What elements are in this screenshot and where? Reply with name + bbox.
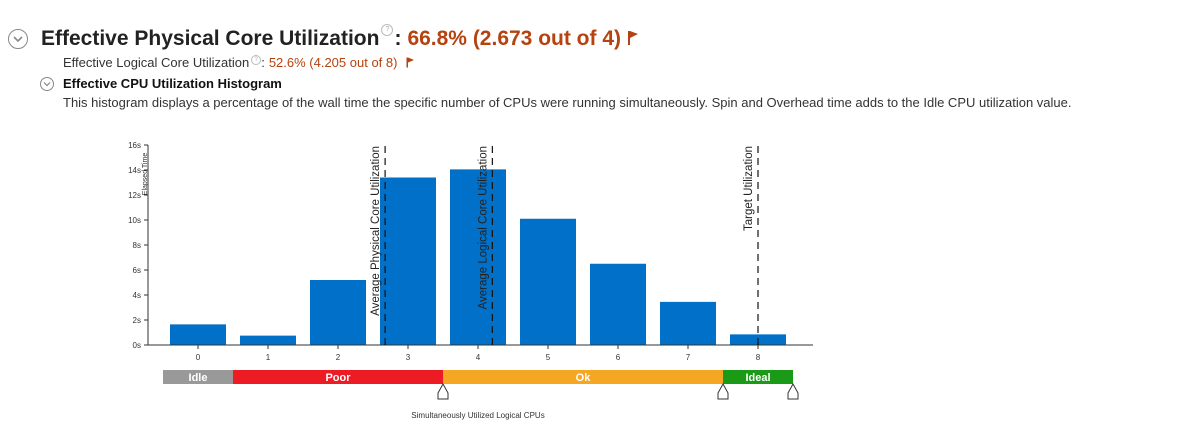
chevron-down-icon [43, 81, 51, 86]
histogram-title: Effective CPU Utilization Histogram [63, 76, 282, 91]
y-tick-label: 10s [128, 216, 141, 225]
x-tick-label: 6 [616, 353, 621, 362]
bar-6 [590, 263, 646, 345]
y-tick-label: 4s [133, 291, 141, 300]
x-tick-label: 5 [546, 353, 551, 362]
histogram-header: Effective CPU Utilization Histogram [40, 76, 282, 91]
x-tick-label: 4 [476, 353, 481, 362]
help-icon[interactable]: ? [251, 55, 262, 65]
y-tick-label: 12s [128, 191, 141, 200]
section-header: Effective Physical Core Utilization ? : … [8, 24, 639, 54]
zone-poor [233, 370, 443, 384]
logical-utilization-row: Effective Logical Core Utilization?:52.6… [63, 55, 415, 71]
y-axis-label: Elapsed Time [142, 153, 149, 196]
y-tick-label: 8s [133, 241, 141, 250]
x-tick-label: 1 [266, 353, 271, 362]
zone-label-ok: Ok [576, 372, 592, 384]
x-tick-label: 0 [196, 353, 201, 362]
zone-ok [443, 370, 723, 384]
marker-label-2: Target Utilization [743, 146, 755, 231]
y-tick-label: 14s [128, 166, 141, 175]
y-tick-label: 2s [133, 316, 141, 325]
threshold-handle-1 [717, 382, 729, 400]
bar-3 [380, 177, 436, 345]
marker-label-1: Average Logical Core Utilization [477, 146, 489, 309]
flag-icon [406, 56, 415, 71]
zone-idle [163, 370, 233, 384]
page-title: Effective Physical Core Utilization [41, 27, 380, 50]
logical-utilization-label: Effective Logical Core Utilization [63, 55, 250, 70]
marker-label-0: Average Physical Core Utilization [370, 146, 382, 316]
x-tick-label: 3 [406, 353, 411, 362]
bar-7 [660, 301, 716, 345]
logical-colon: : [261, 55, 265, 70]
y-tick-label: 6s [133, 266, 141, 275]
zone-ideal [723, 370, 793, 384]
physical-utilization-value: 66.8% (2.673 out of 4) [407, 27, 622, 50]
bar-1 [240, 335, 296, 345]
help-icon[interactable]: ? [381, 24, 394, 36]
bar-5 [520, 218, 576, 345]
histogram-description: This histogram displays a percentage of … [63, 95, 1072, 110]
y-tick-label: 16s [128, 141, 141, 150]
collapse-toggle[interactable] [8, 29, 28, 49]
threshold-handle-0 [437, 382, 449, 400]
x-tick-label: 8 [756, 353, 761, 362]
logical-utilization-value: 52.6% (4.205 out of 8) [268, 55, 398, 70]
bar-4 [450, 169, 506, 345]
zone-label-idle: Idle [189, 372, 208, 384]
histogram-collapse-toggle[interactable] [40, 76, 54, 91]
flag-icon [627, 30, 639, 51]
zone-label-poor: Poor [325, 372, 351, 384]
x-tick-label: 2 [336, 353, 341, 362]
bar-0 [170, 324, 226, 345]
x-axis-label: Simultaneously Utilized Logical CPUs [411, 411, 544, 420]
chevron-down-icon [13, 36, 23, 43]
title-colon: : [394, 27, 402, 50]
zone-label-ideal: Ideal [745, 372, 770, 384]
y-tick-label: 0s [133, 341, 141, 350]
threshold-handle-2 [787, 382, 799, 400]
bar-2 [310, 280, 366, 345]
x-tick-label: 7 [686, 353, 691, 362]
